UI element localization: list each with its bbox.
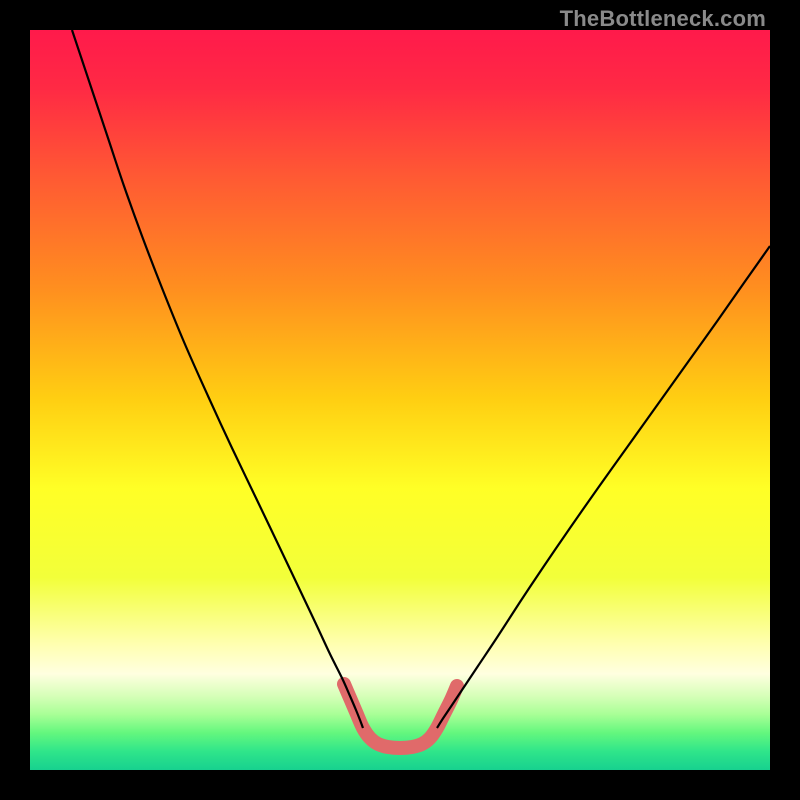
bottleneck-highlight	[344, 684, 457, 748]
plot-area	[30, 30, 770, 770]
curve-left	[72, 30, 363, 728]
curve-right	[437, 246, 770, 728]
watermark-text: TheBottleneck.com	[560, 6, 766, 32]
chart-frame: TheBottleneck.com	[0, 0, 800, 800]
curves-layer	[30, 30, 770, 770]
